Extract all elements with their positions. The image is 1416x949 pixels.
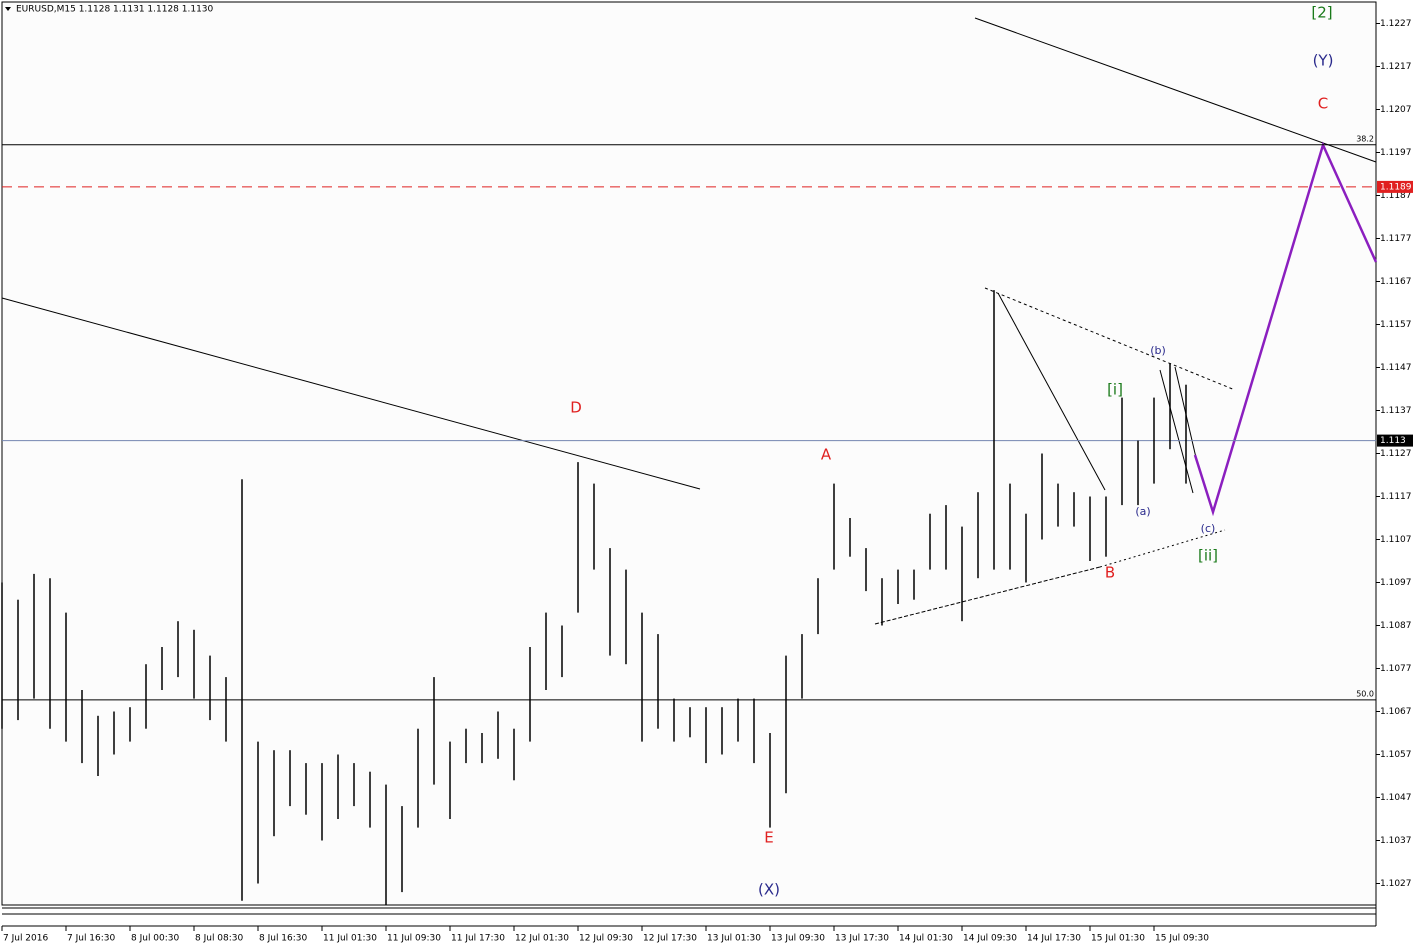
menu-arrow[interactable] xyxy=(5,7,11,11)
trend-line xyxy=(1099,529,1226,568)
wave-label: [ii] xyxy=(1198,547,1218,565)
x-tick-label: 14 Jul 17:30 xyxy=(1027,934,1081,944)
fib-label: 38.2 xyxy=(1356,134,1374,143)
x-tick-label: 8 Jul 00:30 xyxy=(131,934,180,944)
wave-label: B xyxy=(1105,564,1115,582)
y-tick-label: 1.1137 xyxy=(1380,406,1412,416)
x-tick-label: 12 Jul 17:30 xyxy=(643,934,697,944)
x-tick-label: 7 Jul 16:30 xyxy=(67,934,116,944)
y-tick-label: 1.1107 xyxy=(1380,535,1412,545)
trend-line xyxy=(1,297,701,490)
x-tick-label: 12 Jul 01:30 xyxy=(515,934,569,944)
y-tick-label: 1.1177 xyxy=(1380,234,1412,244)
alert-label: 1.1189 xyxy=(1380,182,1412,192)
x-tick-label: 7 Jul 2016 xyxy=(3,934,48,944)
x-tick-label: 13 Jul 01:30 xyxy=(707,934,761,944)
trend-line xyxy=(974,17,1377,163)
y-tick-label: 1.1047 xyxy=(1380,793,1412,803)
trend-lines xyxy=(1,17,1378,625)
x-tick-label: 13 Jul 09:30 xyxy=(771,934,825,944)
y-tick-label: 1.1157 xyxy=(1380,320,1412,330)
trend-line xyxy=(997,292,1106,491)
x-tick-label: 14 Jul 09:30 xyxy=(963,934,1017,944)
x-tick-label: 12 Jul 09:30 xyxy=(579,934,633,944)
wave-label: (Y) xyxy=(1313,52,1334,70)
y-tick-label: 1.1127 xyxy=(1380,449,1412,459)
y-tick-label: 1.1057 xyxy=(1380,750,1412,760)
y-tick-label: 1.1217 xyxy=(1380,62,1412,72)
wave-label: (c) xyxy=(1201,522,1216,535)
x-tick-label: 11 Jul 17:30 xyxy=(451,934,505,944)
plot-frame xyxy=(1,1,1377,906)
y-tick-label: 1.1187 xyxy=(1380,191,1412,201)
wave-label: (a) xyxy=(1135,505,1150,518)
chart-title: EURUSD,M15 1.1128 1.1131 1.1128 1.1130 xyxy=(16,5,214,15)
y-tick-label: 1.1097 xyxy=(1380,578,1412,588)
price-label: 1.113 xyxy=(1380,436,1406,446)
wave-label: C xyxy=(1318,95,1328,113)
y-tick-label: 1.1037 xyxy=(1380,836,1412,846)
wave-label: (X) xyxy=(758,881,780,899)
x-tick-label: 8 Jul 16:30 xyxy=(259,934,308,944)
x-tick-label: 13 Jul 17:30 xyxy=(835,934,889,944)
x-tick-label: 15 Jul 09:30 xyxy=(1155,934,1209,944)
projection-path xyxy=(1193,141,1378,517)
x-tick-label: 8 Jul 08:30 xyxy=(195,934,244,944)
wave-label: [i] xyxy=(1107,381,1123,399)
trend-line xyxy=(874,566,1101,625)
y-tick-label: 1.1027 xyxy=(1380,879,1412,889)
wave-label: D xyxy=(570,399,582,417)
trend-line xyxy=(1159,369,1194,494)
y-tick-label: 1.1227 xyxy=(1380,19,1412,29)
fib-label: 50.0 xyxy=(1356,689,1374,698)
price-label-box xyxy=(1377,434,1413,447)
y-tick-label: 1.1167 xyxy=(1380,277,1412,287)
y-tick-label: 1.1067 xyxy=(1380,707,1412,717)
y-tick-label: 1.1207 xyxy=(1380,105,1412,115)
wave-label: A xyxy=(821,446,832,464)
alert-label-box xyxy=(1377,180,1413,193)
wave-label: [2] xyxy=(1311,4,1332,22)
x-tick-label: 14 Jul 01:30 xyxy=(899,934,953,944)
wave-label: E xyxy=(764,829,773,847)
y-tick-label: 1.1147 xyxy=(1380,363,1412,373)
y-tick-label: 1.1077 xyxy=(1380,664,1412,674)
y-tick-label: 1.1087 xyxy=(1380,621,1412,631)
y-tick-label: 1.1117 xyxy=(1380,492,1412,502)
x-tick-label: 11 Jul 09:30 xyxy=(387,934,441,944)
y-tick-label: 1.1197 xyxy=(1380,148,1412,158)
x-tick-label: 15 Jul 01:30 xyxy=(1091,934,1145,944)
x-tick-label: 11 Jul 01:30 xyxy=(323,934,377,944)
wave-label: (b) xyxy=(1150,344,1166,357)
